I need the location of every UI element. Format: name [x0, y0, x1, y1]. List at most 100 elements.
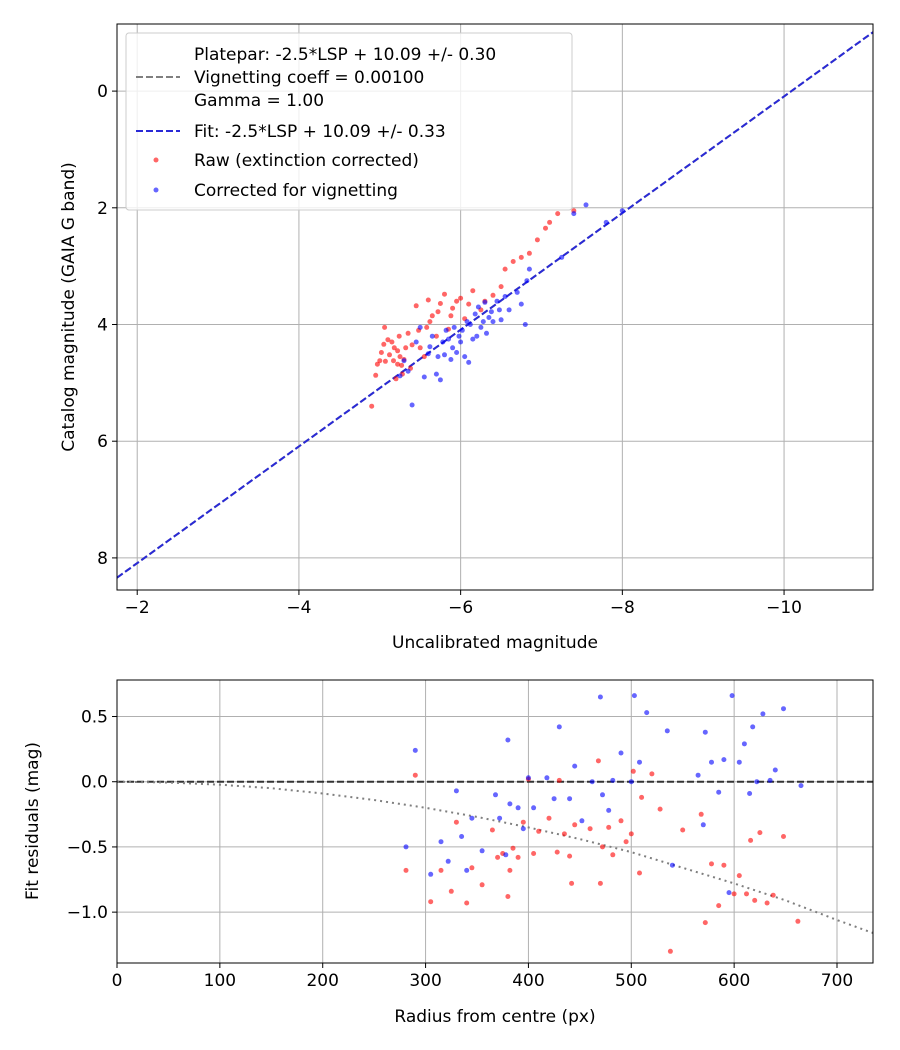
data-point-series-1 — [462, 354, 468, 360]
data-point-series-1 — [571, 211, 577, 217]
plot-area — [117, 680, 873, 963]
data-point-series-1 — [440, 339, 446, 345]
data-point-series-1 — [493, 792, 498, 798]
data-point-series-0 — [628, 831, 634, 837]
data-point-series-1 — [435, 354, 441, 360]
data-point-series-1 — [453, 788, 459, 794]
data-point-series-0 — [702, 920, 708, 926]
data-point-series-1 — [628, 779, 634, 785]
data-point-series-0 — [510, 259, 516, 264]
data-point-series-0 — [458, 295, 464, 301]
data-point-series-1 — [606, 807, 612, 813]
data-point-series-1 — [474, 333, 480, 339]
x-tick-label: −4 — [286, 598, 311, 618]
data-point-series-1 — [503, 852, 509, 858]
data-point-series-1 — [567, 796, 573, 802]
legend-corrected-marker — [153, 187, 159, 193]
data-point-series-1 — [518, 301, 524, 307]
data-point-series-1 — [443, 327, 449, 333]
data-point-series-0 — [716, 903, 722, 909]
legend-platepar-label-1: Platepar: -2.5*LSP + 10.09 +/- 0.30 — [194, 45, 496, 65]
scatter-points — [369, 202, 625, 409]
data-point-series-1 — [401, 358, 407, 364]
data-point-series-1 — [669, 862, 675, 868]
data-point-series-0 — [547, 219, 553, 225]
data-point-series-0 — [425, 297, 431, 303]
data-point-series-1 — [459, 327, 465, 333]
data-point-series-1 — [506, 307, 512, 313]
data-point-series-0 — [466, 301, 472, 307]
legend-platepar-label-2: Vignetting coeff = 0.00100 — [194, 68, 424, 88]
data-point-series-1 — [583, 202, 589, 208]
data-point-series-0 — [744, 891, 749, 897]
data-point-series-1 — [760, 711, 766, 717]
data-point-series-0 — [709, 861, 714, 867]
legend-box — [125, 32, 573, 211]
y-tick-label: 6 — [97, 432, 108, 452]
data-point-series-1 — [480, 319, 486, 325]
data-point-series-1 — [631, 693, 637, 699]
data-point-series-0 — [526, 250, 532, 256]
data-point-series-1 — [603, 219, 609, 225]
data-point-series-1 — [413, 339, 419, 345]
data-point-series-0 — [387, 352, 392, 358]
data-point-series-1 — [505, 737, 511, 743]
data-point-series-0 — [470, 288, 476, 294]
data-point-series-0 — [595, 758, 601, 764]
data-point-series-1 — [421, 374, 427, 380]
x-tick-label: 600 — [718, 971, 750, 991]
data-point-series-1 — [772, 767, 778, 773]
data-point-series-0 — [510, 845, 516, 851]
main-scatter-chart: −2 −4 −6 −8 −10 0 2 4 6 8 Uncalibrated magnitude… — [59, 23, 874, 653]
data-point-series-1 — [467, 322, 473, 327]
data-point-series-0 — [403, 345, 409, 351]
data-point-series-0 — [435, 309, 441, 315]
data-point-series-1 — [729, 693, 735, 699]
legend-raw-marker — [153, 157, 159, 163]
data-point-series-0 — [667, 948, 673, 954]
data-point-series-1 — [425, 351, 431, 357]
line-1 — [117, 31, 873, 579]
data-point-series-1 — [488, 309, 494, 315]
x-tick-label: 700 — [821, 971, 853, 991]
data-point-series-1 — [470, 336, 476, 342]
data-point-series-0 — [382, 324, 388, 330]
data-point-series-1 — [716, 789, 722, 795]
data-point-series-1 — [579, 818, 585, 824]
data-point-series-0 — [382, 358, 388, 364]
data-point-series-1 — [454, 350, 460, 355]
data-point-series-1 — [490, 319, 496, 325]
data-point-series-1 — [475, 304, 481, 310]
data-point-series-0 — [567, 853, 573, 859]
data-point-series-1 — [507, 801, 513, 807]
data-point-series-1 — [464, 319, 470, 325]
data-point-series-1 — [736, 759, 742, 765]
data-point-series-0 — [454, 298, 460, 304]
data-point-series-1 — [525, 775, 531, 781]
x-axis-ticks: 0 100 200 300 400 500 600 700 — [112, 963, 853, 991]
data-point-series-1 — [482, 299, 488, 305]
y-tick-label: 0 — [97, 82, 108, 102]
data-point-series-1 — [502, 294, 508, 299]
data-point-series-1 — [619, 208, 625, 214]
residuals-chart: 0 100 200 300 400 500 600 700 0.5 0.0 −0.5 −1.0 Ra… — [23, 679, 874, 1027]
data-point-series-0 — [543, 225, 548, 231]
data-point-series-1 — [403, 844, 409, 850]
data-point-series-0 — [395, 361, 401, 367]
data-point-series-0 — [637, 870, 642, 876]
data-point-series-1 — [559, 254, 565, 260]
data-point-series-1 — [405, 368, 411, 374]
data-point-series-0 — [448, 313, 454, 319]
data-point-series-0 — [556, 777, 562, 783]
plot-frame — [116, 23, 874, 591]
data-point-series-1 — [427, 344, 433, 350]
x-tick-label: 400 — [512, 971, 544, 991]
x-tick-label: 200 — [306, 971, 338, 991]
data-point-series-0 — [421, 354, 427, 360]
data-point-series-1 — [600, 792, 605, 798]
y-axis-ticks: 0.5 0.0 −0.5 −1.0 — [67, 708, 117, 923]
data-point-series-0 — [752, 897, 758, 903]
x-tick-label: −10 — [766, 598, 802, 618]
data-point-series-0 — [381, 341, 387, 347]
y-tick-label: 8 — [97, 549, 108, 569]
